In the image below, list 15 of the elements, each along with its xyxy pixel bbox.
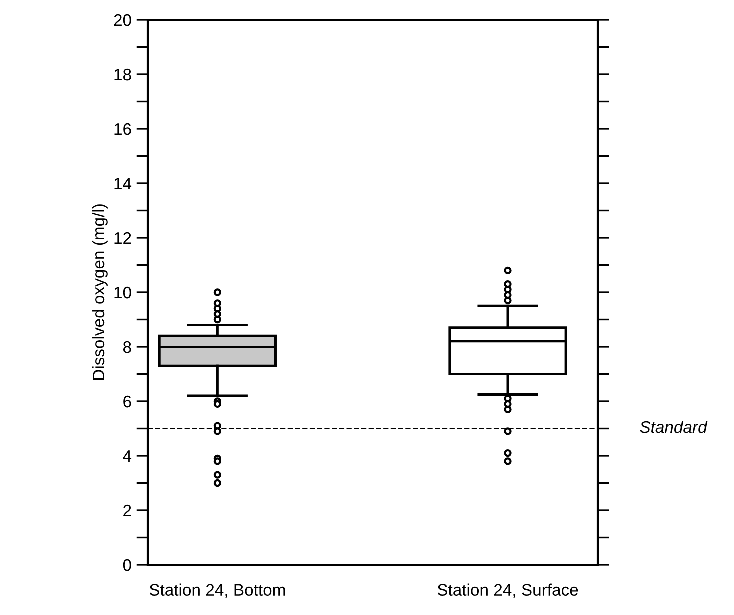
x-tick-label: Station 24, Bottom: [150, 584, 286, 598]
y-tick-label: 12: [114, 232, 132, 244]
y-tick-label: 8: [123, 341, 132, 354]
y-tick-label: 4: [123, 450, 132, 462]
y-tick-label: 16: [114, 123, 132, 136]
y-tick-label: 20: [114, 14, 132, 26]
x-tick-label: Station 24, Surface: [438, 584, 578, 598]
y-tick-label: 18: [114, 68, 132, 81]
y-tick-label: 6: [124, 396, 132, 408]
y-tick-label: 14: [114, 178, 132, 190]
y-axis-title: Dissolved oxygen (mg/l): [92, 204, 108, 380]
ref-line-label: Standard: [640, 420, 708, 434]
y-tick-label: 10: [114, 286, 132, 299]
y-tick-label: 2: [124, 504, 132, 517]
y-tick-label: 0: [123, 559, 132, 572]
